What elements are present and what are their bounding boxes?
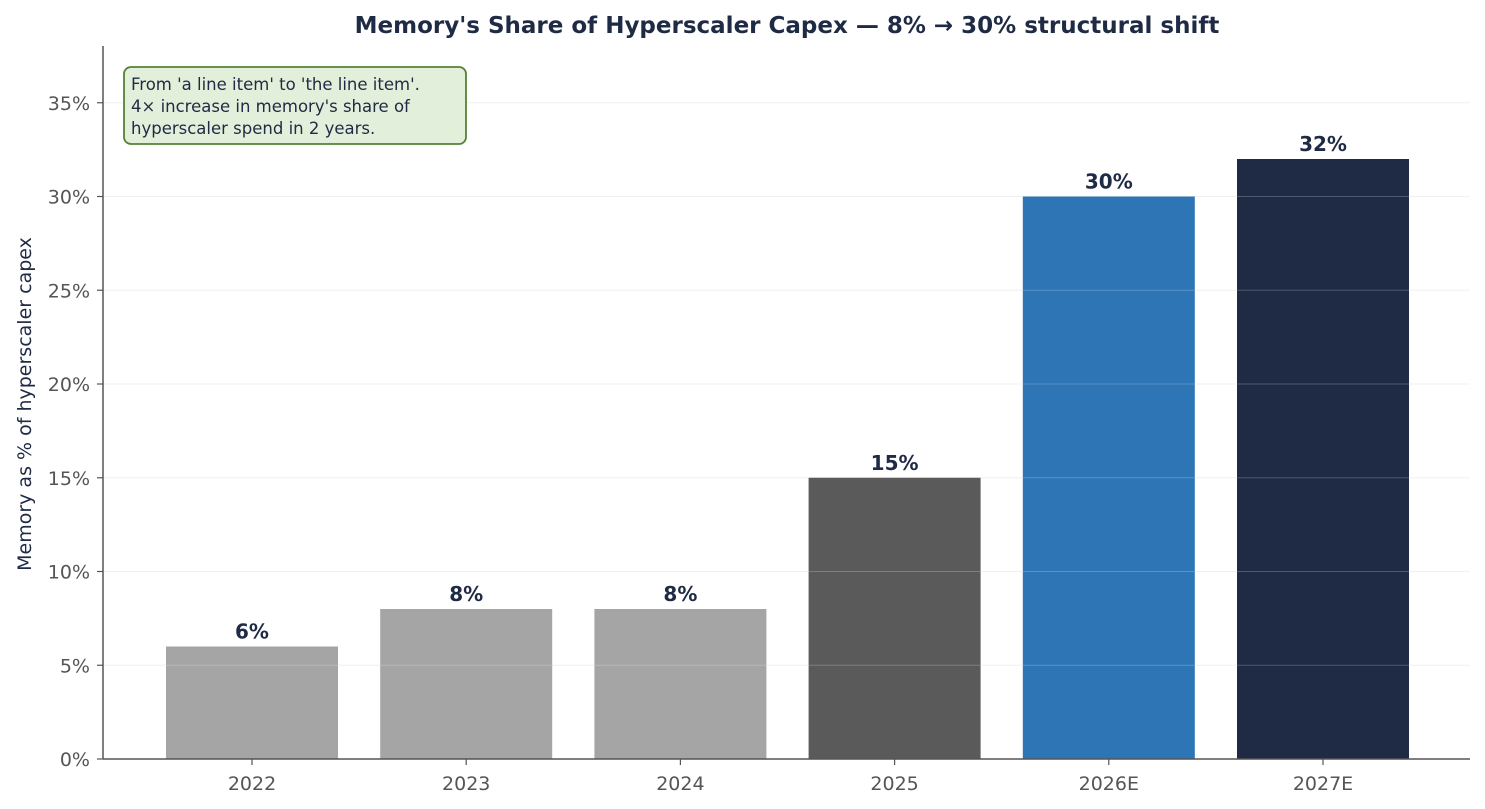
data-label: 6%: [235, 620, 269, 644]
y-tick-label: 5%: [60, 655, 90, 677]
data-label: 8%: [663, 582, 697, 606]
annotation-line-2: 4× increase in memory's share of: [131, 97, 411, 116]
bar: [594, 609, 767, 759]
data-label: 30%: [1085, 170, 1133, 194]
bar: [808, 477, 981, 759]
x-tick-label: 2026E: [1079, 773, 1139, 795]
axes: [102, 46, 1470, 760]
x-tick-label: 2025: [870, 773, 918, 795]
annotation-line-3: hyperscaler spend in 2 years.: [131, 119, 375, 138]
x-tick-label: 2022: [228, 773, 276, 795]
bar: [1237, 159, 1409, 759]
x-tick-label: 2023: [442, 773, 490, 795]
data-labels: 6% 8% 8% 15% 30% 32%: [235, 132, 1347, 644]
chart-title: Memory's Share of Hyperscaler Capex — 8%…: [355, 13, 1220, 39]
x-tick-label: 2024: [656, 773, 704, 795]
annotation-line-1: From 'a line item' to 'the line item'.: [131, 75, 420, 94]
bar: [1022, 196, 1195, 759]
data-label: 8%: [449, 582, 483, 606]
y-axis-title: Memory as % of hyperscaler capex: [14, 237, 36, 571]
y-tick-label: 10%: [48, 562, 90, 584]
data-label: 32%: [1299, 132, 1347, 156]
y-axis-ticks: 0% 5% 10% 15% 20% 25% 30% 35%: [48, 93, 103, 771]
annotation-box: From 'a line item' to 'the line item'. 4…: [123, 66, 467, 145]
bar: [380, 609, 553, 759]
bar: [166, 646, 338, 759]
x-tick-label: 2027E: [1293, 773, 1353, 795]
data-label: 15%: [871, 451, 919, 475]
y-tick-label: 20%: [48, 374, 90, 396]
y-tick-label: 25%: [48, 280, 90, 302]
x-axis-ticks: 2022 2023 2024 2025 2026E 2027E: [228, 759, 1353, 795]
y-tick-label: 35%: [48, 93, 90, 115]
y-tick-label: 30%: [48, 187, 90, 209]
y-tick-label: 15%: [48, 468, 90, 490]
bars: [166, 159, 1409, 759]
annotation-background: [123, 66, 467, 145]
y-tick-label: 0%: [60, 749, 90, 771]
